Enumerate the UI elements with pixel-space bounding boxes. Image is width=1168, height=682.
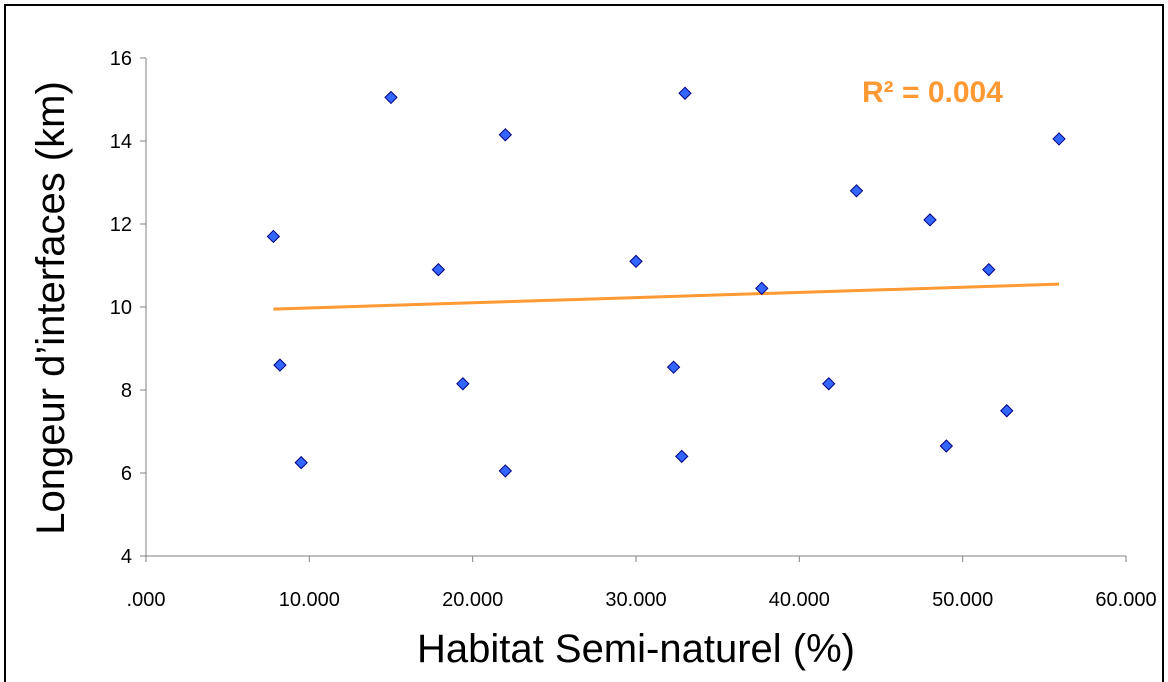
x-tick-label: 60.000 [1095,589,1156,611]
x-tick-label: 20.000 [442,589,503,611]
data-point [822,377,836,391]
data-point [456,377,470,391]
data-point [629,254,643,269]
y-tick-label: 8 [121,380,132,402]
trendline [273,282,1060,311]
x-tick-label: 40.000 [769,589,830,611]
y-tick-label: 16 [110,48,132,70]
data-points [266,86,1066,478]
y-axis-title: Longeur d’interfaces (km) [29,81,73,535]
y-tick-label: 4 [121,546,132,568]
r-squared-annotation: R² = 0.004 [862,76,1003,109]
x-tick-label: 50.000 [932,589,993,611]
y-tick-label: 6 [121,463,132,485]
data-point [384,90,398,105]
data-point [431,262,446,277]
data-point [1052,132,1066,146]
data-point [498,464,513,478]
data-point [923,213,937,227]
x-axis-ticks: .000 10.000 20.000 30.000 40.000 50.000 60.000 [127,556,1157,611]
x-tick-label: 30.000 [605,589,666,611]
y-axis-ticks: 4 6 8 10 12 14 16 [110,48,146,568]
data-point [755,281,769,296]
data-point [675,449,689,464]
data-point [498,128,513,142]
y-tick-label: 14 [110,131,132,153]
trendline-group [273,282,1060,311]
data-point [939,439,954,453]
x-tick-label: 10.000 [279,589,340,611]
y-tick-label: 10 [110,297,132,319]
data-point [273,358,287,372]
chart-frame [4,4,1164,682]
x-tick-label: .000 [127,589,166,611]
y-tick-label: 12 [110,214,132,236]
data-point [666,360,681,374]
data-point [982,262,996,277]
data-point [1000,404,1014,418]
data-point [266,229,281,244]
x-axis-title: Habitat Semi-naturel (%) [417,627,855,671]
data-point [849,184,864,198]
data-point [294,455,308,470]
data-point [678,86,692,100]
